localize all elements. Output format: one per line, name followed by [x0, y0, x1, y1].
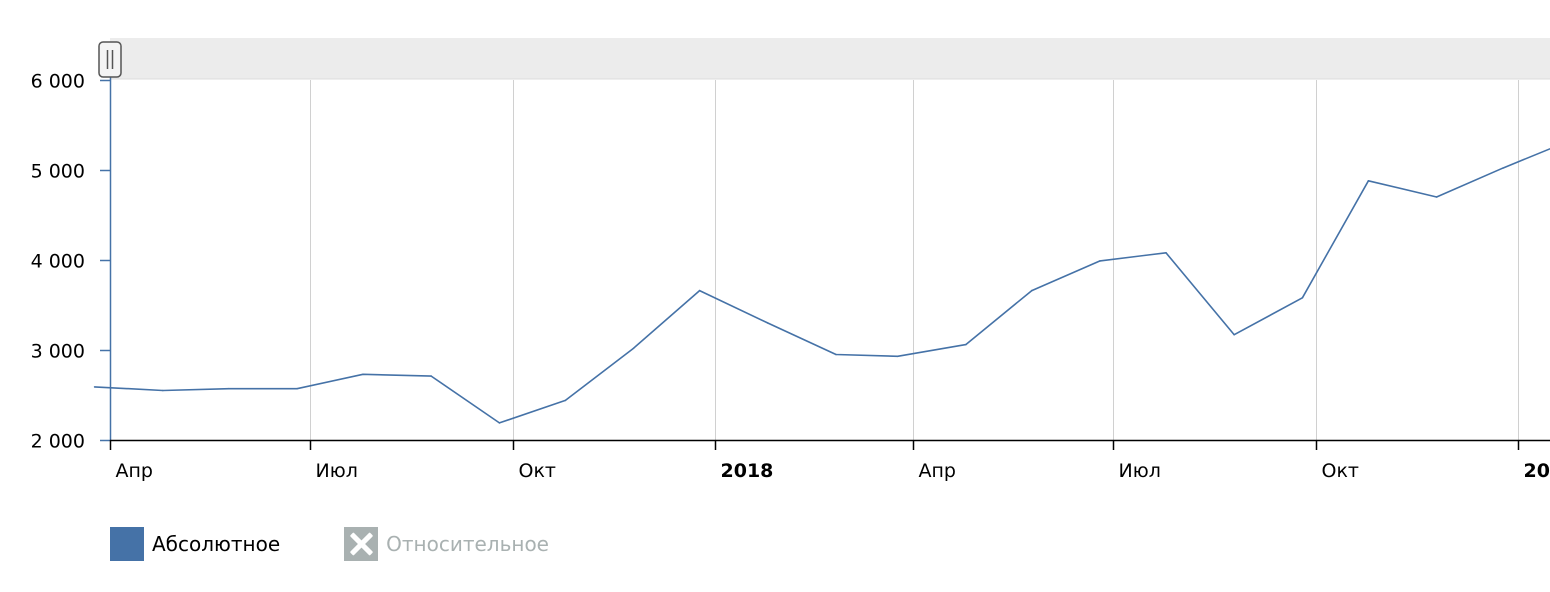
series-layer — [93, 147, 1550, 424]
x-tick-label: Апр — [116, 460, 153, 482]
x-tick-label: 2018 — [721, 460, 774, 482]
legend-label-absolute: Абсолютное — [152, 532, 281, 556]
y-tick-label: 3 000 — [31, 341, 85, 363]
y-tick-label: 5 000 — [31, 161, 85, 183]
data-point — [1501, 167, 1504, 169]
data-point — [93, 386, 96, 388]
series-line-absolute — [94, 147, 1550, 424]
data-point — [1367, 180, 1370, 182]
data-point — [1301, 297, 1304, 299]
data-point — [835, 353, 837, 356]
legend-label-relative: Относительное — [386, 532, 549, 556]
pause-grip-icon — [106, 50, 114, 69]
data-point — [362, 373, 364, 376]
navigator-handle[interactable] — [98, 41, 122, 78]
x-tick-label: Июл — [316, 460, 358, 482]
data-point — [430, 375, 433, 377]
legend-item-relative[interactable]: Относительное — [344, 527, 549, 561]
data-point — [296, 387, 298, 390]
data-point — [1165, 252, 1167, 254]
data-point — [767, 322, 769, 324]
close-x-icon — [344, 527, 379, 561]
legend: Абсолютное Относительное — [110, 527, 613, 561]
y-tick-label: 6 000 — [31, 71, 85, 93]
x-tick-label: 2019 — [1524, 460, 1550, 482]
data-point — [162, 389, 164, 392]
range-navigator-bar[interactable] — [110, 38, 1550, 79]
data-point — [632, 347, 635, 350]
legend-item-absolute[interactable]: Абсолютное — [110, 527, 280, 561]
data-point — [1233, 333, 1235, 336]
x-tick-label: Окт — [1322, 460, 1360, 482]
x-tick-label: Июл — [1119, 460, 1161, 482]
navigator-handle-box[interactable] — [98, 41, 122, 78]
data-point — [228, 387, 230, 390]
data-point — [1099, 260, 1101, 262]
data-point — [564, 399, 567, 402]
data-point — [896, 355, 899, 358]
data-point — [698, 289, 701, 292]
data-point — [965, 343, 967, 346]
x-tick-label: Окт — [519, 460, 557, 482]
y-tick-label: 2 000 — [31, 431, 85, 453]
x-axis: Апр Июл Окт 2018 Апр Июл Окт 2019 — [109, 439, 1550, 482]
data-point — [1435, 196, 1438, 198]
grid-lines — [310, 80, 1519, 440]
legend-swatch-absolute — [110, 527, 144, 561]
data-point — [1031, 289, 1033, 292]
data-point — [498, 422, 501, 424]
x-tick-label: Апр — [919, 460, 956, 482]
y-axis: 2 000 3 000 4 000 5 000 6 000 — [31, 71, 112, 453]
y-tick-label: 4 000 — [31, 251, 85, 273]
